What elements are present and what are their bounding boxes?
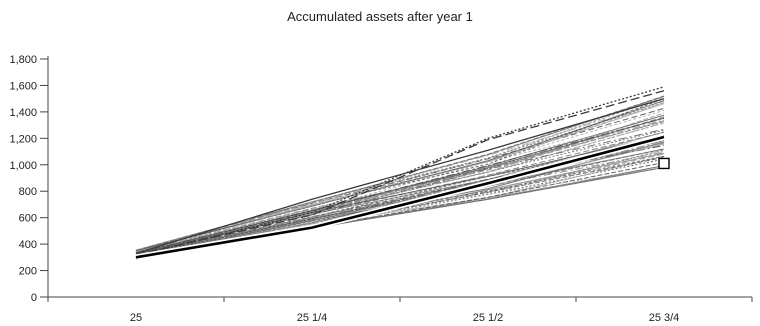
highlight-line <box>135 135 665 259</box>
simulation-line <box>135 120 665 253</box>
simulation-line <box>135 128 665 254</box>
y-tick-label: 1,400 <box>9 107 37 119</box>
simulation-line <box>135 162 665 260</box>
simulation-line <box>135 100 665 252</box>
simulation-line <box>135 155 665 258</box>
simulation-line <box>135 166 665 260</box>
simulation-line <box>135 112 665 254</box>
outlier-line <box>135 98 665 255</box>
simulation-line <box>135 96 665 251</box>
simulation-line <box>135 118 665 252</box>
x-tick-label: 25 1/2 <box>473 312 504 324</box>
series-group <box>135 86 665 261</box>
y-axis: 0 200 400 600 800 1,000 1,200 1,400 1,600 1,800 <box>9 54 49 304</box>
marker-group <box>658 157 670 170</box>
y-tick-label: 400 <box>19 239 37 251</box>
simulation-line <box>135 117 665 254</box>
simulation-line <box>135 156 665 260</box>
y-tick-label: 1,600 <box>9 80 37 92</box>
chart-title: Accumulated assets after year 1 <box>287 9 473 24</box>
simulation-line <box>135 129 665 255</box>
x-axis: 25 25 1/4 25 1/2 25 3/4 <box>47 296 753 324</box>
simulation-line <box>135 109 665 254</box>
x-tick-label: 25 3/4 <box>649 312 680 324</box>
simulation-line <box>135 138 665 257</box>
x-tick-label: 25 <box>130 312 142 324</box>
y-tick-label: 1,200 <box>9 133 37 145</box>
y-tick-label: 200 <box>19 266 37 278</box>
square-marker <box>658 157 670 170</box>
y-tick-label: 600 <box>19 213 37 225</box>
simulation-line <box>135 134 665 255</box>
simulation-line <box>135 151 665 258</box>
outlier-line <box>135 90 665 256</box>
x-tick-label: 25 1/4 <box>297 312 328 324</box>
y-tick-label: 1,800 <box>9 54 37 66</box>
y-tick-label: 1,000 <box>9 160 37 172</box>
simulation-line <box>135 95 665 251</box>
y-tick-label: 800 <box>19 186 37 198</box>
y-tick-label: 0 <box>31 292 37 304</box>
